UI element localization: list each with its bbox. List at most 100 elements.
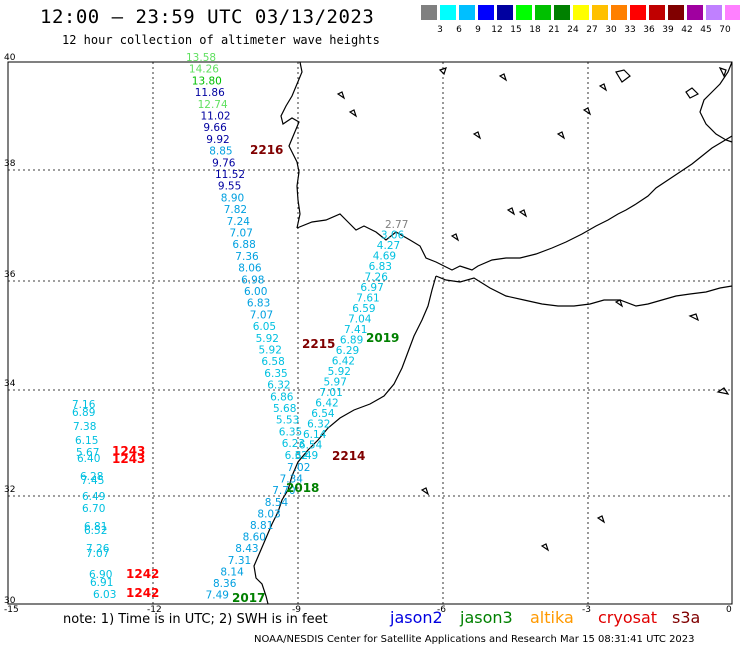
pass-number: 2215 [302,337,335,351]
swh-value: 12.74 [198,99,228,111]
scale-swatch [668,5,684,20]
swh-value: 8.85 [209,146,232,158]
scale-swatch [459,5,475,20]
swh-value: 7.41 [344,324,367,336]
lon-label: -3 [582,605,591,615]
swh-value: 6.54 [299,440,323,452]
pass-number: 1242 [126,567,159,581]
swh-value: 7.26 [86,543,110,555]
scale-swatch [516,5,532,20]
scale-tick-label: 6 [456,25,462,35]
pass-number: 2017 [232,591,265,605]
swh-value: 8.90 [221,192,244,204]
scale-tick-label: 45 [700,25,712,35]
pass-number: 1242 [126,586,159,600]
lat-label: 34 [4,379,16,389]
swh-value: 6.97 [360,282,383,294]
swh-value: 6.32 [307,419,330,431]
swh-value: 8.36 [213,578,237,590]
swh-value: 7.07 [250,309,273,321]
lat-label: 32 [4,485,15,495]
scale-tick-label: 9 [475,25,481,35]
swh-value: 7.70 [272,485,295,497]
scale-swatch [440,5,456,20]
scale-swatch [478,5,494,20]
swh-value: 6.35 [264,368,287,380]
swh-value: 8.14 [220,566,244,578]
swh-value: 6.35 [279,426,302,438]
swh-value: 2.77 [385,219,408,231]
swh-value: 5.67 [76,447,99,459]
swh-value: 6.49 [295,450,318,462]
swh-value: 6.81 [84,521,107,533]
swh-value: 6.00 [244,286,267,298]
scale-swatch [554,5,570,20]
swh-value: 5.92 [259,345,282,357]
scale-tick-label: 36 [643,25,655,35]
scale-tick-label: 33 [624,25,636,35]
swh-value: 6.98 [241,274,264,286]
scale-tick-label: 3 [437,25,443,35]
scale-tick-label: 18 [529,25,541,35]
scale-swatch [706,5,722,20]
swh-value: 6.58 [261,356,284,368]
pass-number: 2216 [250,143,283,157]
swh-readings: 13.5814.2613.8011.8612.7411.029.669.928.… [72,52,408,605]
swh-value: 7.49 [206,590,229,602]
swh-value: 6.54 [311,408,335,420]
swh-value: 4.69 [373,251,396,263]
map-frame [7,61,733,605]
swh-value: 6.28 [80,471,103,483]
scale-swatch [573,5,589,20]
lon-label: -9 [292,605,301,615]
lon-label: -12 [147,605,162,615]
scale-tick-label: 30 [605,25,617,35]
map-title: 12:00 – 23:59 UTC 03/13/2023 [40,6,375,28]
scale-swatch [592,5,608,20]
swh-value: 7.02 [287,462,310,474]
swh-value: 13.58 [186,52,216,64]
swh-value: 6.59 [352,303,375,315]
pass-number: 2018 [286,481,319,495]
scale-swatch [687,5,703,20]
lat-label: 36 [4,270,16,280]
pass-number: 2214 [332,449,365,463]
swh-value: 7.34 [280,474,304,486]
legend-altika: altika [530,608,574,627]
swh-value: 7.31 [228,555,251,567]
swh-value: 6.70 [82,503,105,515]
map-subtitle: 12 hour collection of altimeter wave hei… [62,33,380,47]
lat-label: 40 [4,53,16,63]
swh-value: 7.07 [86,548,109,560]
pass-number: 1243 [112,444,145,458]
swh-value: 7.24 [227,216,251,228]
swh-value: 9.66 [203,122,227,134]
swh-value: 6.83 [247,298,270,310]
swh-value: 7.82 [224,204,247,216]
scale-swatch [421,5,437,20]
lon-label: -6 [437,605,446,615]
footer-credit: NOAA/NESDIS Center for Satellite Applica… [254,634,695,645]
swh-value: 6.89 [340,335,363,347]
swh-value: 8.81 [250,520,273,532]
scale-swatch [497,5,513,20]
scale-tick-label: 42 [681,25,693,35]
lat-lon-grid: 40 38 36 34 32 30-15 -12 -9 -6 -3 0 [4,53,732,615]
swh-value: 6.29 [336,345,359,357]
swh-value: 9.92 [206,134,229,146]
swh-value: 8.54 [265,497,289,509]
swh-value: 8.06 [238,263,262,275]
swh-value: 11.02 [201,111,231,123]
pass-number: 2019 [366,331,399,345]
swh-value: 5.68 [273,403,296,415]
lon-label: 0 [726,605,732,615]
lat-label: 30 [4,596,16,606]
swh-value: 6.52 [84,525,107,537]
swh-value: 7.38 [73,421,96,433]
swh-value: 6.49 [82,491,105,503]
swh-value: 7.36 [235,251,259,263]
swh-value: 7.45 [81,475,104,487]
legend-cryosat: cryosat [598,608,658,627]
pass-number: 1243 [112,452,145,466]
swh-value: 6.14 [303,429,327,441]
